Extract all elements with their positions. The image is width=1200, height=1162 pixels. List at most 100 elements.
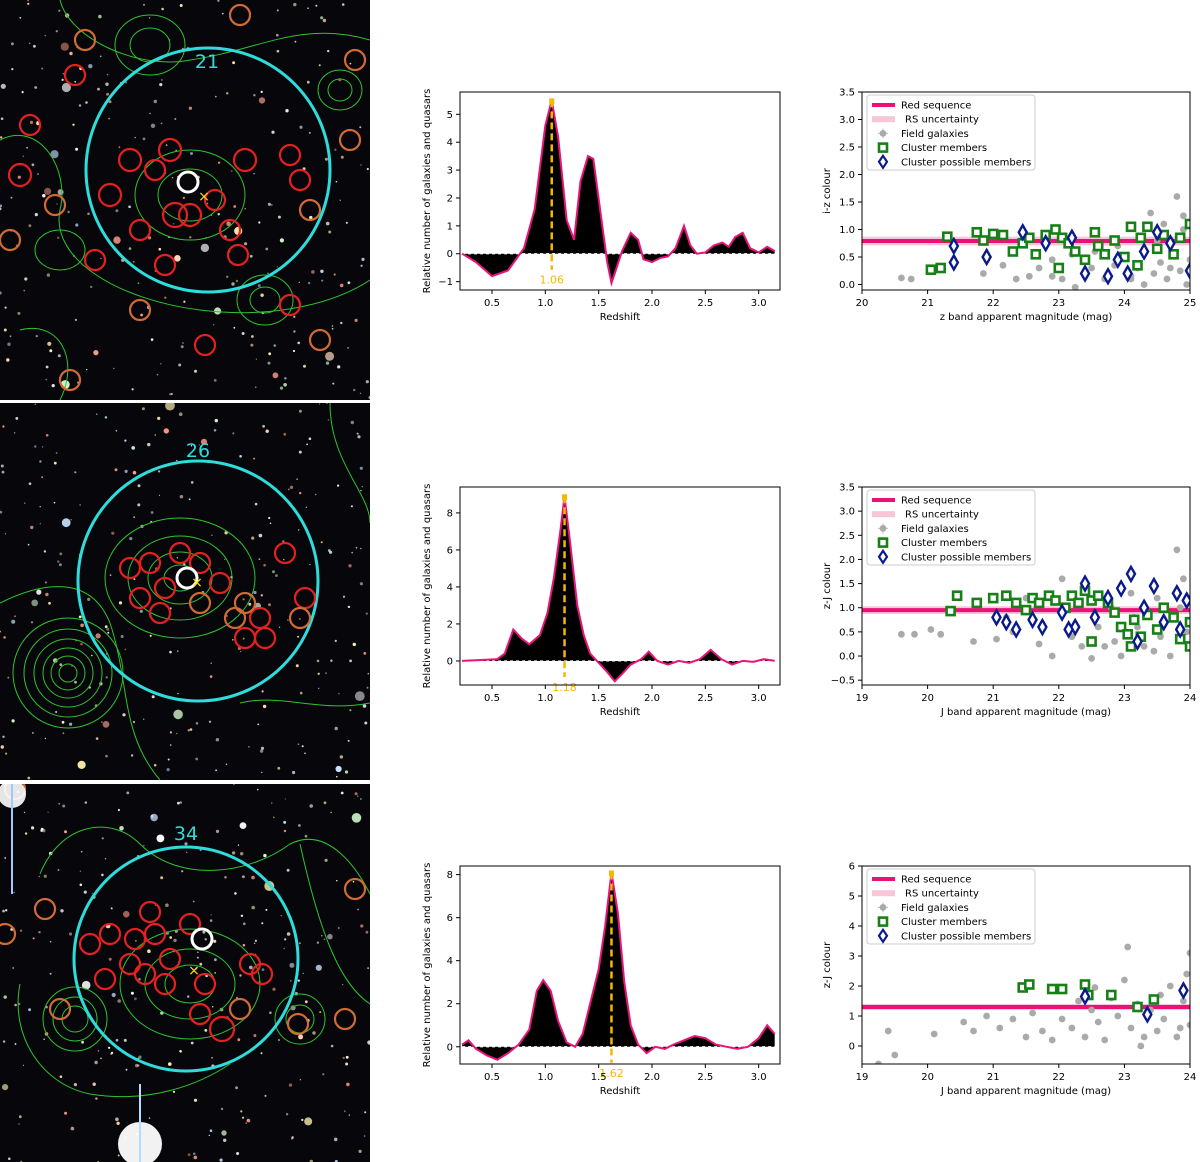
x-tick-label: 1.5 bbox=[591, 298, 607, 309]
redshift-chart-2: 1.18 0.5 1.0 1.5 2.0 2.5 3.0 0 2 4 6 8 Redshift Relat… bbox=[410, 475, 790, 735]
peak-label: 1.62 bbox=[599, 1067, 624, 1080]
legend-swatch-field bbox=[879, 130, 887, 137]
cmd-plot-area bbox=[862, 546, 1190, 662]
cluster-member-point bbox=[1122, 629, 1134, 640]
field-galaxy-point bbox=[1153, 1027, 1161, 1035]
field-galaxy-point bbox=[875, 1060, 882, 1064]
centre-cross: × bbox=[191, 575, 203, 591]
member-circles bbox=[118, 541, 317, 650]
x-axis-label: z band apparent magnitude (mag) bbox=[940, 312, 1113, 323]
legend-swatch-rs-uncertainty bbox=[872, 890, 895, 897]
cmd-plot-area bbox=[862, 943, 1190, 1064]
y-tick-label: 1.0 bbox=[839, 225, 855, 236]
y-tick-label: 0 bbox=[447, 656, 453, 667]
cluster-member-point bbox=[1073, 597, 1084, 609]
field-galaxy-point bbox=[970, 638, 977, 645]
x-axis-label: Redshift bbox=[600, 707, 641, 718]
legend-swatch-members bbox=[877, 537, 889, 548]
field-galaxy-point bbox=[1068, 1024, 1076, 1032]
field-galaxy-point bbox=[1035, 640, 1043, 648]
y-tick-label: 2 bbox=[849, 982, 855, 993]
background-stars bbox=[0, 403, 370, 780]
y-axis-label: Relative number of galaxies and quasars bbox=[422, 484, 433, 689]
redshift-curve bbox=[462, 496, 775, 683]
field-galaxy-point bbox=[960, 1018, 968, 1026]
x-tick-label: 25 bbox=[1184, 298, 1197, 309]
field-galaxy-point bbox=[1075, 997, 1082, 1005]
possible-member-point bbox=[1066, 228, 1078, 248]
legend-swatch-possible bbox=[877, 153, 889, 170]
field-galaxy-point bbox=[1048, 272, 1056, 280]
field-galaxy-point bbox=[1140, 643, 1148, 650]
field-galaxy-point bbox=[891, 1051, 899, 1059]
field-galaxy-point bbox=[1091, 984, 1099, 991]
field-galaxy-point bbox=[1127, 1024, 1135, 1032]
bcg-marker bbox=[175, 566, 199, 590]
cluster-member-point bbox=[1099, 249, 1111, 260]
field-galaxy-point bbox=[1071, 283, 1079, 290]
field-galaxy-point bbox=[1150, 647, 1158, 655]
field-galaxy-point bbox=[1166, 982, 1174, 990]
centre-cross: × bbox=[198, 189, 210, 205]
x-tick-label: 2.0 bbox=[644, 693, 660, 704]
cmd-chart-3: 19 20 21 22 23 24 0 1 2 3 4 5 6 J band apparent magni… bbox=[810, 854, 1200, 1114]
y-tick-label: 4 bbox=[447, 582, 453, 593]
field-galaxy-point bbox=[1147, 209, 1154, 217]
y-tick-label: 6 bbox=[447, 545, 453, 556]
centre-cross: × bbox=[188, 963, 200, 979]
cluster-member-point bbox=[1158, 602, 1170, 613]
x-tick-label: 0.5 bbox=[484, 298, 500, 309]
field-galaxy-point bbox=[1039, 1027, 1046, 1035]
field-galaxy-point bbox=[1048, 256, 1056, 264]
redshift-svg: 1.06 0.5 1.0 1.5 2.0 2.5 3.0 −1 0 1 2 3 4 5 Redshift Re… bbox=[422, 89, 781, 323]
field-galaxy-point bbox=[898, 630, 905, 638]
cluster-member-point bbox=[1115, 621, 1127, 633]
field-galaxy-point bbox=[1150, 270, 1158, 277]
legend-swatch-members bbox=[877, 916, 889, 927]
redshift-area bbox=[462, 872, 775, 1060]
cluster-member-point bbox=[978, 235, 989, 246]
y-tick-label: 4 bbox=[447, 956, 453, 967]
x-tick-label: 20 bbox=[921, 693, 934, 704]
cluster-member-point bbox=[1033, 597, 1045, 609]
field-galaxy-point bbox=[884, 1027, 892, 1035]
cluster-member-point bbox=[1053, 262, 1065, 274]
y-tick-label: 4 bbox=[849, 922, 855, 933]
y-tick-label: 3 bbox=[849, 952, 855, 963]
sky-image-panel: × 21 bbox=[0, 0, 370, 400]
sky-image: × 34 bbox=[0, 784, 370, 1162]
cluster-member-point bbox=[1174, 232, 1186, 244]
y-tick-label: 0.0 bbox=[839, 280, 855, 291]
peak-label: 1.18 bbox=[552, 681, 577, 694]
field-galaxy-point bbox=[1176, 604, 1184, 612]
possible-member-point bbox=[1079, 264, 1091, 283]
field-galaxy-point bbox=[1058, 575, 1066, 583]
field-galaxy-point bbox=[1160, 220, 1168, 228]
cluster-member-point bbox=[1142, 221, 1153, 233]
x-tick-label: 1.0 bbox=[537, 298, 553, 309]
field-galaxy-point bbox=[1163, 275, 1171, 283]
x-tick-label: 3.0 bbox=[751, 693, 767, 704]
y-tick-label: 3 bbox=[447, 166, 453, 177]
field-galaxy-point bbox=[1134, 623, 1141, 631]
field-galaxy-point bbox=[1166, 652, 1174, 660]
y-axis-label: Relative number of galaxies and quasars bbox=[422, 863, 433, 1068]
legend-label: Red sequence bbox=[901, 101, 971, 112]
possible-member-point bbox=[1037, 617, 1048, 637]
legend-swatch-possible bbox=[877, 927, 889, 944]
field-galaxy-point bbox=[1140, 1033, 1148, 1041]
field-galaxy-point bbox=[1124, 943, 1132, 951]
peak-marker bbox=[562, 494, 568, 501]
x-tick-label: 2.5 bbox=[697, 1072, 713, 1083]
field-galaxy-point bbox=[1173, 193, 1181, 200]
legend-swatch-members bbox=[877, 142, 889, 153]
y-tick-label: 6 bbox=[447, 913, 453, 924]
legend-label: Cluster members bbox=[901, 538, 987, 549]
possible-member-point bbox=[1132, 632, 1143, 651]
possible-member-point bbox=[1174, 620, 1186, 639]
cluster-member-point bbox=[1001, 590, 1012, 601]
field-galaxy-point bbox=[999, 261, 1007, 269]
field-galaxy-point bbox=[1114, 1012, 1122, 1020]
possible-member-point bbox=[1010, 620, 1022, 639]
legend: Red sequence RS uncertainty Field galaxies… bbox=[866, 489, 1036, 566]
